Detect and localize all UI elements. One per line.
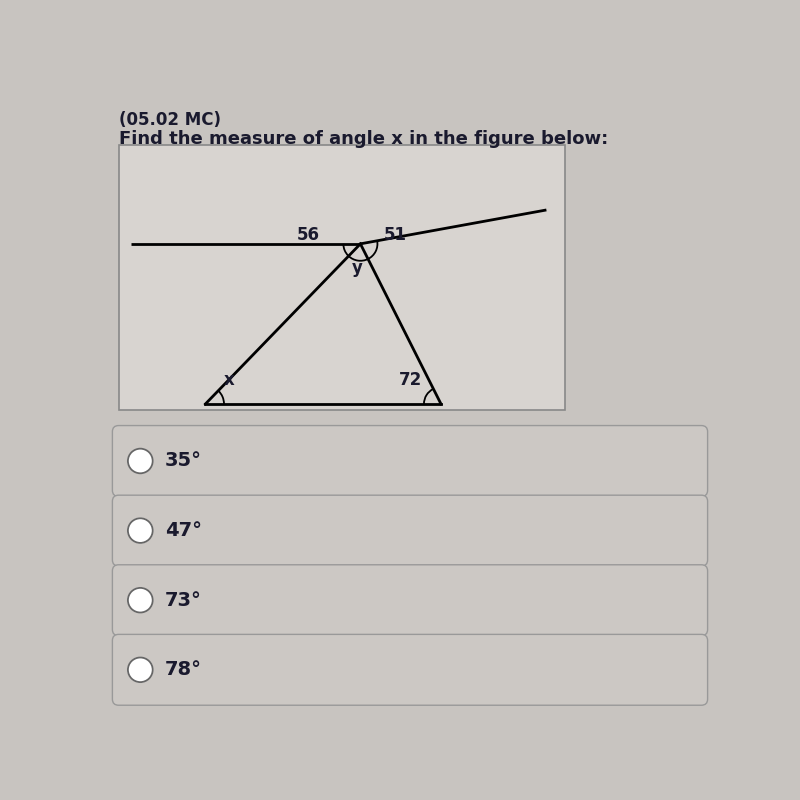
Circle shape [128,449,153,474]
Text: 56: 56 [297,226,320,243]
Text: 35°: 35° [165,451,202,470]
Text: 78°: 78° [165,660,202,679]
Text: 47°: 47° [165,521,202,540]
FancyBboxPatch shape [118,146,565,410]
FancyBboxPatch shape [112,565,708,636]
Circle shape [128,518,153,543]
Text: 51: 51 [384,226,407,243]
Circle shape [128,658,153,682]
Text: 73°: 73° [165,590,202,610]
Text: y: y [352,259,362,278]
FancyBboxPatch shape [112,426,708,496]
Circle shape [128,588,153,613]
FancyBboxPatch shape [112,634,708,706]
FancyBboxPatch shape [112,495,708,566]
Text: 72: 72 [399,371,422,390]
Text: (05.02 MC): (05.02 MC) [118,111,221,130]
Text: x: x [224,370,234,389]
Text: Find the measure of angle x in the figure below:: Find the measure of angle x in the figur… [118,130,608,148]
